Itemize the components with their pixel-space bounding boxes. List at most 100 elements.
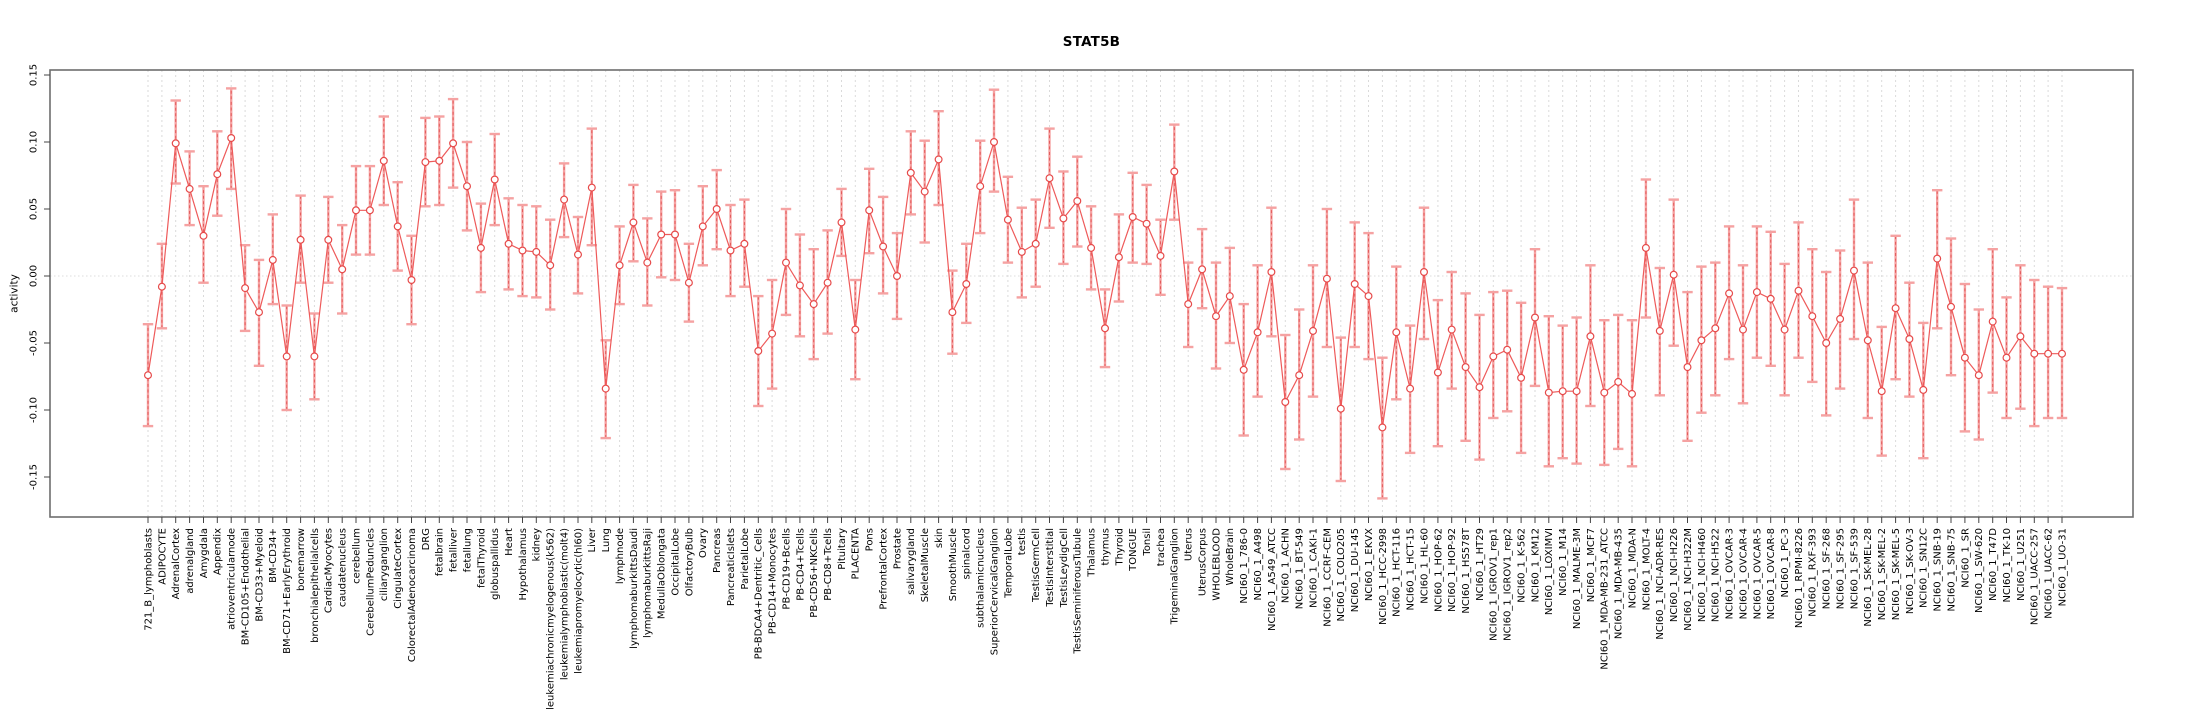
x-tick-label: TemporalLobe: [1003, 528, 1014, 599]
x-tick-label: PB-CD4+Tcells: [795, 528, 806, 601]
x-tick-label: NCI60_1_M14: [1558, 528, 1569, 596]
x-tick-label: NCI60_1_IGROV1_rep1: [1489, 528, 1500, 641]
x-tick-label: NCI60_1_MDA-MB-231_ATCC: [1600, 528, 1611, 670]
x-tick-label: SkeletalMuscle: [920, 528, 931, 602]
x-tick-label: NCI60_1_TK-10: [2002, 528, 2013, 602]
x-tick-label: fetalliver: [449, 527, 460, 572]
x-tick-label: NCI60_1_MDA-MB-435: [1614, 528, 1625, 639]
x-tick-label: NCI60_1_OVCAR-3: [1725, 528, 1736, 619]
x-tick-label: NCI60_1_U251: [2016, 528, 2027, 601]
x-tick-label: TestisSeminiferousTubule: [1073, 528, 1084, 655]
x-tick-label: NCI60_1_COLO205: [1336, 528, 1347, 622]
x-tick-label: SuperiorCervicalGanglion: [989, 528, 1000, 655]
x-tick-label: CerebellumPeduncles: [365, 528, 376, 636]
x-tick-label: UterusCorpus: [1198, 528, 1209, 596]
x-tick-label: Appendix: [213, 528, 224, 575]
x-tick-label: NCI60_1_BT-549: [1295, 528, 1306, 609]
x-tick-label: MedullaOblongata: [657, 528, 668, 619]
x-tick-label: BM-CD33+Myeloid: [254, 528, 265, 622]
x-tick-label: NCI60_1_SK-OV-3: [1905, 528, 1916, 614]
x-tick-label: WholeBrain: [1225, 528, 1236, 586]
x-tick-label: TrigeminalGanglion: [1170, 528, 1181, 625]
x-tick-label: BM-CD34+: [268, 528, 279, 583]
x-tick-label: fetalThyroid: [476, 528, 487, 588]
x-tick-label: NCI60_1_MCF7: [1586, 528, 1597, 602]
x-tick-label: NCI60_1_NCI-H460: [1697, 528, 1708, 622]
x-tick-label: NCI60_1_NCI-ADR-RES: [1655, 528, 1666, 640]
x-tick-label: NCI60_1_SF-539: [1849, 528, 1860, 609]
x-tick-label: PB-CD8+Tcells: [823, 528, 834, 601]
x-tick-label: ADIPOCYTE: [157, 528, 168, 585]
x-tick-label: CardiacMyocytes: [324, 528, 335, 613]
x-tick-label: NCI60_1_SK-MEL-2: [1877, 528, 1888, 620]
x-tick-label: adrenalgland: [185, 528, 196, 594]
x-tick-label: NCI60_1_CCRF-CEM: [1322, 528, 1333, 627]
x-tick-label: NCI60_1_SN12C: [1919, 528, 1930, 608]
x-tick-label: cerebellum: [351, 528, 362, 584]
y-axis-title: activity: [8, 274, 20, 313]
x-tick-label: NCI60_1_SNB-75: [1946, 528, 1957, 612]
y-tick-label: -0.05: [28, 330, 39, 356]
x-tick-label: NCI60_1_UO-31: [2057, 528, 2068, 606]
y-tick-label: -0.15: [28, 464, 39, 490]
x-tick-label: bonemarrow: [296, 528, 307, 591]
x-tick-label: testis: [1017, 528, 1028, 555]
x-tick-label: NCI60_1_UACC-62: [2044, 528, 2055, 619]
x-tick-label: NCI60_1_SK-MEL-5: [1891, 528, 1902, 620]
x-tick-label: NCI60_1_PC-3: [1780, 528, 1791, 597]
x-tick-label: PancreaticIslets: [726, 528, 737, 606]
x-tick-label: Uterus: [1184, 528, 1195, 561]
x-tick-label: lymphnode: [615, 528, 626, 584]
x-tick-label: NCI60_1_DU-145: [1350, 528, 1361, 612]
x-tick-label: Liver: [587, 527, 598, 552]
x-tick-label: Ovary: [698, 528, 709, 558]
x-tick-label: NCI60_1_K-562: [1517, 528, 1528, 603]
y-tick-label: 0.00: [28, 265, 39, 287]
x-tick-label: WHOLEBLOOD: [1211, 528, 1222, 601]
x-tick-label: 721_B_lymphoblasts: [143, 528, 154, 631]
x-tick-label: lymphomaburkittsRaji: [643, 528, 654, 638]
x-tick-label: PLACENTA: [851, 528, 862, 580]
x-tick-label: NCI60_1_HCT-15: [1406, 528, 1417, 611]
x-tick-label: BM-CD105+Endothelial: [241, 528, 252, 645]
x-tick-label: ColorectalAdenocarcinoma: [407, 528, 418, 662]
x-tick-label: TestisInterstitial: [1045, 528, 1056, 608]
x-tick-label: Pituitary: [837, 528, 848, 570]
x-tick-label: NCI60_1_OVCAR-8: [1766, 528, 1777, 619]
x-tick-label: NCI60_1_T47D: [1988, 528, 1999, 601]
x-tick-label: NCI60_1_SNB-19: [1933, 528, 1944, 612]
x-tick-label: NCI60_1_OVCAR-4: [1738, 528, 1749, 619]
x-tick-label: thymus: [1100, 528, 1111, 565]
x-tick-label: Pons: [865, 528, 876, 551]
x-tick-label: NCI60_1_NCI-H226: [1669, 528, 1680, 622]
x-tick-label: NCI60_1_NCI-H522: [1711, 528, 1722, 622]
x-tick-label: NCI60_1_HL-60: [1419, 528, 1430, 604]
x-tick-label: NCI60_1_A498: [1253, 528, 1264, 600]
x-tick-label: CingulateCortex: [393, 528, 404, 609]
x-tick-label: NCI60_1_MDA-N: [1627, 528, 1638, 608]
x-tick-label: NCI60_1_RXF-393: [1808, 528, 1819, 617]
x-tick-label: trachea: [1156, 528, 1167, 566]
x-tick-label: NCI60_1_IGROV1_rep2: [1503, 528, 1514, 641]
x-tick-label: PB-BDCA4+Dentritic_Cells: [754, 528, 765, 659]
x-tick-label: caudatenucleus: [338, 528, 349, 607]
x-tick-label: TestisGermCell: [1031, 528, 1042, 603]
x-tick-label: lymphomaburkittsDaudi: [629, 528, 640, 649]
x-tick-label: fetalbrain: [435, 528, 446, 576]
data-points: [144, 134, 2067, 432]
x-tick-label: leukemiachronicmyelogenous(k562): [546, 528, 557, 710]
x-tick-label: TONGUE: [1128, 528, 1139, 572]
x-tick-label: Prostate: [892, 528, 903, 569]
x-tick-label: Pancreas: [712, 528, 723, 573]
x-tick-label: Lung: [601, 528, 612, 552]
x-tick-label: salivarygland: [906, 528, 917, 595]
x-tick-label: globuspallidus: [490, 528, 501, 600]
x-tick-label: NCI60_1_HS578T: [1461, 527, 1472, 613]
y-axis: 0.15 0.10 0.05 0.00 -0.05 -0.10 -0.15: [28, 64, 50, 490]
x-tick-label: NCI60_1_SK-MEL-28: [1863, 528, 1874, 627]
x-tick-label: OlfactoryBulb: [684, 528, 695, 596]
x-tick-label: Thalamus: [1087, 528, 1098, 578]
x-tick-label: NCI60_1_A549_ATCC: [1267, 528, 1278, 631]
y-tick-label: 0.10: [28, 131, 39, 153]
x-tick-label: AdrenalCortex: [171, 528, 182, 599]
